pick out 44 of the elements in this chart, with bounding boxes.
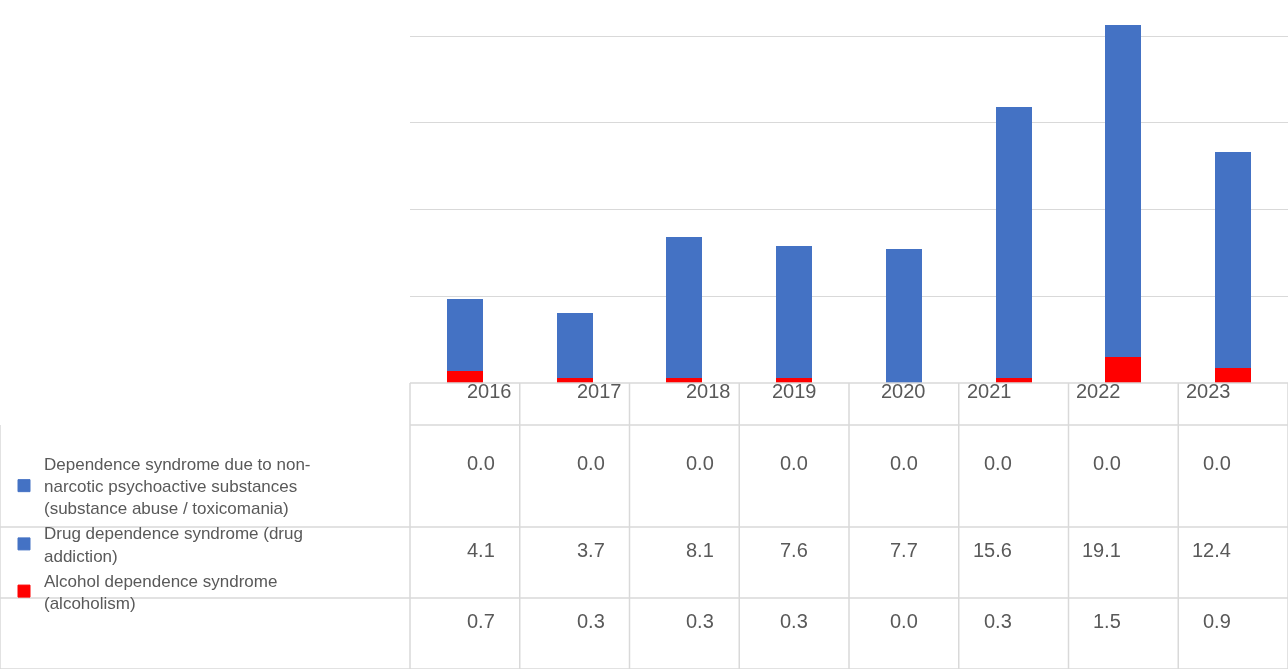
data-label: 0.3	[984, 610, 1012, 632]
data-label: 0.3	[686, 610, 714, 632]
data-label: 0.0	[1203, 452, 1231, 474]
bar	[1105, 356, 1142, 383]
x-tick-label: 2020	[881, 380, 926, 402]
legend-label: Alcohol dependence syndrome (alcoholism)	[44, 571, 278, 613]
data-label: 0.0	[577, 452, 605, 474]
data-label: 3.7	[577, 539, 605, 561]
data-label: 15.6	[973, 539, 1012, 561]
data-label: 0.0	[984, 452, 1012, 474]
bar	[446, 299, 483, 372]
x-tick-label: 2018	[686, 380, 731, 402]
bar	[1105, 25, 1142, 358]
bar	[776, 245, 813, 379]
data-label: 0.0	[890, 610, 918, 632]
data-label: 0.3	[577, 610, 605, 632]
bar	[666, 236, 703, 379]
data-label: 0.0	[467, 452, 495, 474]
x-tick-label: 2017	[577, 380, 622, 402]
data-label: 0.3	[780, 610, 808, 632]
bar	[556, 313, 593, 379]
data-label: 7.6	[780, 539, 808, 561]
x-tick-label: 2016	[467, 380, 512, 402]
x-tick-label: 2023	[1186, 380, 1231, 402]
data-label: 8.1	[686, 539, 714, 561]
x-tick-label: 2021	[967, 380, 1012, 402]
data-label: 0.9	[1203, 610, 1231, 632]
legend-label: Drug dependence syndrome (drug addiction)	[44, 524, 303, 566]
bar	[1215, 151, 1252, 368]
x-tick-label: 2022	[1076, 380, 1121, 402]
data-label: 0.0	[780, 452, 808, 474]
data-label: 0.0	[1093, 452, 1121, 474]
data-label: 0.0	[890, 452, 918, 474]
x-tick-label: 2019	[772, 380, 817, 402]
data-label: 12.4	[1192, 539, 1231, 561]
data-label: 7.7	[890, 539, 918, 561]
legend-label: Dependence syndrome due to non-narcotic psychoactive substances (substance abuse / toxicomania)	[44, 455, 311, 519]
data-label: 0.0	[686, 452, 714, 474]
data-label: 19.1	[1082, 539, 1121, 561]
data-label: 0.7	[467, 610, 495, 632]
data-label: 1.5	[1093, 610, 1121, 632]
bar	[885, 248, 922, 383]
data-label: 4.1	[467, 539, 495, 561]
bar	[995, 106, 1032, 379]
